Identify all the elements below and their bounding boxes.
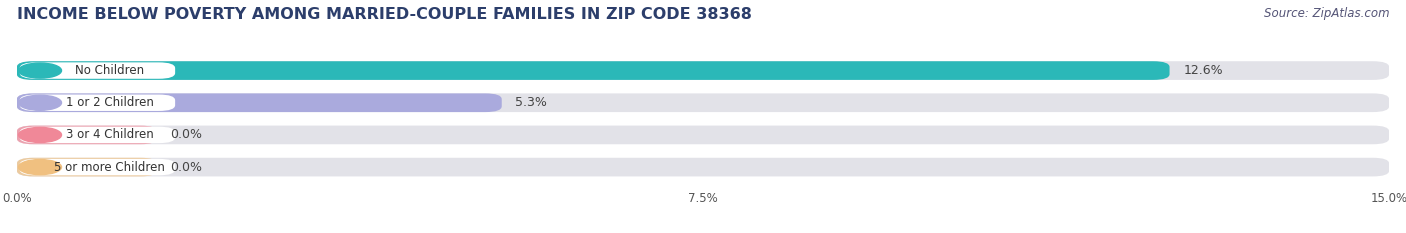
FancyBboxPatch shape (17, 61, 1389, 80)
Circle shape (18, 127, 62, 142)
Text: 12.6%: 12.6% (1184, 64, 1223, 77)
FancyBboxPatch shape (17, 126, 157, 144)
FancyBboxPatch shape (20, 62, 176, 79)
Circle shape (18, 63, 62, 78)
FancyBboxPatch shape (17, 126, 1389, 144)
FancyBboxPatch shape (17, 93, 1389, 112)
Circle shape (18, 95, 62, 110)
Text: 0.0%: 0.0% (170, 161, 202, 174)
Text: 0.0%: 0.0% (170, 128, 202, 141)
Text: 1 or 2 Children: 1 or 2 Children (66, 96, 153, 109)
FancyBboxPatch shape (17, 158, 1389, 176)
Text: 3 or 4 Children: 3 or 4 Children (66, 128, 153, 141)
FancyBboxPatch shape (20, 127, 176, 143)
FancyBboxPatch shape (17, 93, 502, 112)
Text: No Children: No Children (76, 64, 145, 77)
Text: Source: ZipAtlas.com: Source: ZipAtlas.com (1264, 7, 1389, 20)
Circle shape (18, 160, 62, 175)
Text: 5.3%: 5.3% (516, 96, 547, 109)
FancyBboxPatch shape (17, 158, 157, 176)
Text: INCOME BELOW POVERTY AMONG MARRIED-COUPLE FAMILIES IN ZIP CODE 38368: INCOME BELOW POVERTY AMONG MARRIED-COUPL… (17, 7, 752, 22)
Text: 5 or more Children: 5 or more Children (55, 161, 166, 174)
FancyBboxPatch shape (17, 61, 1170, 80)
FancyBboxPatch shape (20, 159, 176, 175)
FancyBboxPatch shape (20, 95, 176, 111)
